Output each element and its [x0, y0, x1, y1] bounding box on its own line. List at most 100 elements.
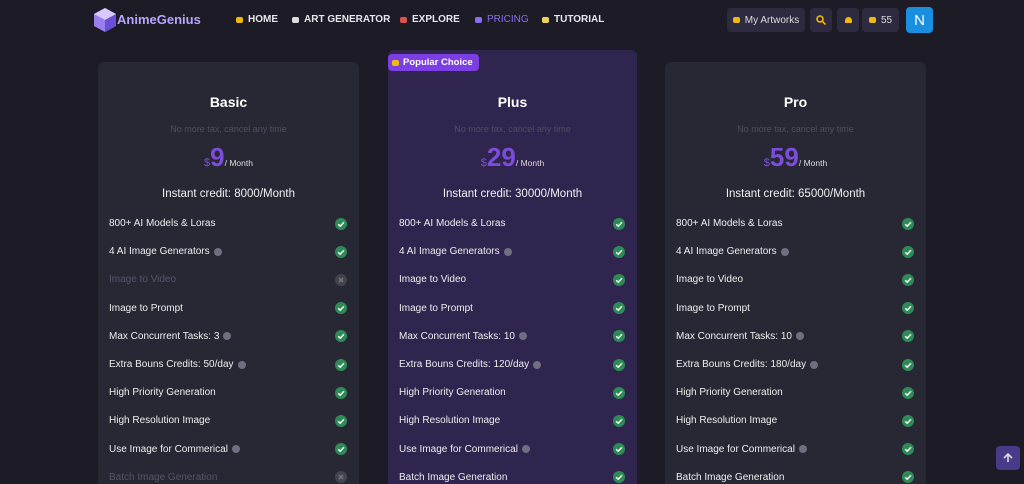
- notifications[interactable]: [837, 8, 859, 32]
- feature-text: Max Concurrent Tasks: 3: [109, 330, 220, 342]
- search[interactable]: [810, 8, 832, 32]
- price-amount: 59: [769, 142, 799, 172]
- check-icon: [335, 217, 347, 230]
- nav-link[interactable]: PRICING: [475, 14, 529, 25]
- check-icon: [335, 414, 347, 427]
- badge-icon: [392, 59, 399, 66]
- check-icon: [613, 471, 625, 484]
- plan-name: Plus: [497, 94, 528, 110]
- feature-text: 4 AI Image Generators: [399, 246, 500, 258]
- check-icon: [335, 330, 347, 343]
- feature: Image to Video: [109, 274, 176, 285]
- info-icon: [213, 247, 222, 256]
- nav-link-label: EXPLORE: [412, 14, 460, 25]
- cross-icon: [335, 273, 347, 286]
- price-currency: $: [204, 157, 211, 169]
- nav-link-label: PRICING: [487, 14, 529, 25]
- check-icon: [902, 386, 914, 399]
- plan-price: $59/ Month: [665, 142, 926, 173]
- avatar-letter: N: [914, 11, 925, 29]
- feature: Extra Bouns Credits: 50/day: [109, 359, 246, 370]
- feature: Image to Video: [399, 274, 466, 285]
- check-icon: [613, 273, 625, 286]
- feature: Extra Bouns Credits: 120/day: [399, 359, 542, 370]
- feature-text: 800+ AI Models & Loras: [399, 218, 506, 229]
- check-icon: [335, 245, 347, 258]
- credits-count: 55: [880, 14, 893, 26]
- check-icon: [902, 330, 914, 343]
- check-icon: [902, 414, 914, 427]
- feature: High Priority Generation: [676, 387, 783, 398]
- feature-text: High Priority Generation: [109, 387, 216, 399]
- feature-text: High Resolution Image: [399, 415, 501, 427]
- check-icon: [613, 330, 625, 343]
- nav-link[interactable]: EXPLORE: [400, 14, 460, 25]
- feature: 4 AI Image Generators: [676, 246, 789, 257]
- feature: 4 AI Image Generators: [399, 246, 512, 257]
- feature-text: Image to Prompt: [676, 302, 750, 314]
- feature: 800+ AI Models & Loras: [676, 218, 782, 229]
- nav-link[interactable]: TUTORIAL: [542, 14, 604, 25]
- check-icon: [335, 302, 347, 315]
- feature: High Resolution Image: [676, 415, 777, 426]
- feature: Batch Image Generation: [676, 472, 784, 483]
- check-icon: [902, 471, 914, 484]
- check-icon: [902, 358, 914, 371]
- nav-link-label: HOME: [248, 14, 278, 25]
- feature: Use Image for Commerical: [399, 444, 530, 455]
- check-icon: [902, 217, 914, 230]
- info-icon: [231, 445, 240, 454]
- check-icon: [335, 443, 347, 456]
- info-icon: [518, 332, 527, 341]
- feature: High Resolution Image: [109, 415, 210, 426]
- feature: 4 AI Image Generators: [109, 246, 222, 257]
- feature-text: Image to Video: [676, 274, 744, 286]
- check-icon: [902, 245, 914, 258]
- feature-text: High Priority Generation: [676, 387, 783, 399]
- check-icon: [902, 302, 914, 315]
- feature: Max Concurrent Tasks: 3: [109, 330, 232, 342]
- feature-text: 4 AI Image Generators: [676, 246, 777, 258]
- feature-text: Image to Prompt: [399, 302, 473, 314]
- feature-text: Use Image for Commerical: [676, 443, 795, 455]
- check-icon: [613, 245, 625, 258]
- feature: 800+ AI Models & Loras: [109, 218, 215, 229]
- price-amount: 9: [210, 142, 225, 172]
- nav-icon: [292, 16, 299, 23]
- price-currency: $: [763, 157, 770, 169]
- feature: Use Image for Commerical: [676, 444, 807, 455]
- scroll-top[interactable]: [996, 446, 1020, 470]
- avatar[interactable]: N: [906, 7, 933, 33]
- check-icon: [335, 386, 347, 399]
- price-period: / Month: [224, 158, 253, 168]
- my-artworks[interactable]: My Artworks: [727, 8, 805, 32]
- info-icon: [780, 247, 789, 256]
- plan-credit: Instant credit: 8000/Month: [162, 188, 295, 200]
- feature-text: Extra Bouns Credits: 120/day: [399, 359, 530, 370]
- info-icon: [810, 360, 819, 369]
- feature-text: High Resolution Image: [676, 415, 778, 427]
- feature: Image to Prompt: [399, 303, 473, 314]
- plan-credit: Instant credit: 65000/Month: [725, 188, 866, 200]
- feature-text: Use Image for Commerical: [399, 443, 518, 455]
- feature-text: Max Concurrent Tasks: 10: [399, 330, 515, 342]
- nav-link[interactable]: HOME: [236, 14, 278, 25]
- nav-icon: [400, 16, 407, 23]
- feature-text: Image to Video: [109, 274, 177, 286]
- credits[interactable]: 55: [862, 8, 899, 32]
- feature-text: Image to Prompt: [109, 302, 183, 314]
- check-icon: [613, 443, 625, 456]
- popular-badge: Popular Choice: [388, 54, 479, 71]
- nav-link[interactable]: ART GENERATOR: [292, 14, 390, 25]
- feature-text: Extra Bouns Credits: 50/day: [109, 359, 234, 370]
- check-icon: [902, 273, 914, 286]
- info-icon: [223, 332, 232, 341]
- plan-name: Basic: [209, 94, 248, 110]
- logo-text[interactable]: AnimeGenius: [117, 12, 201, 27]
- feature-text: Max Concurrent Tasks: 10: [676, 330, 792, 342]
- nav-link-label: TUTORIAL: [554, 14, 605, 25]
- check-icon: [335, 358, 347, 371]
- feature-text: 4 AI Image Generators: [109, 246, 210, 258]
- feature: Max Concurrent Tasks: 10: [399, 331, 527, 342]
- feature-text: 800+ AI Models & Loras: [676, 218, 783, 229]
